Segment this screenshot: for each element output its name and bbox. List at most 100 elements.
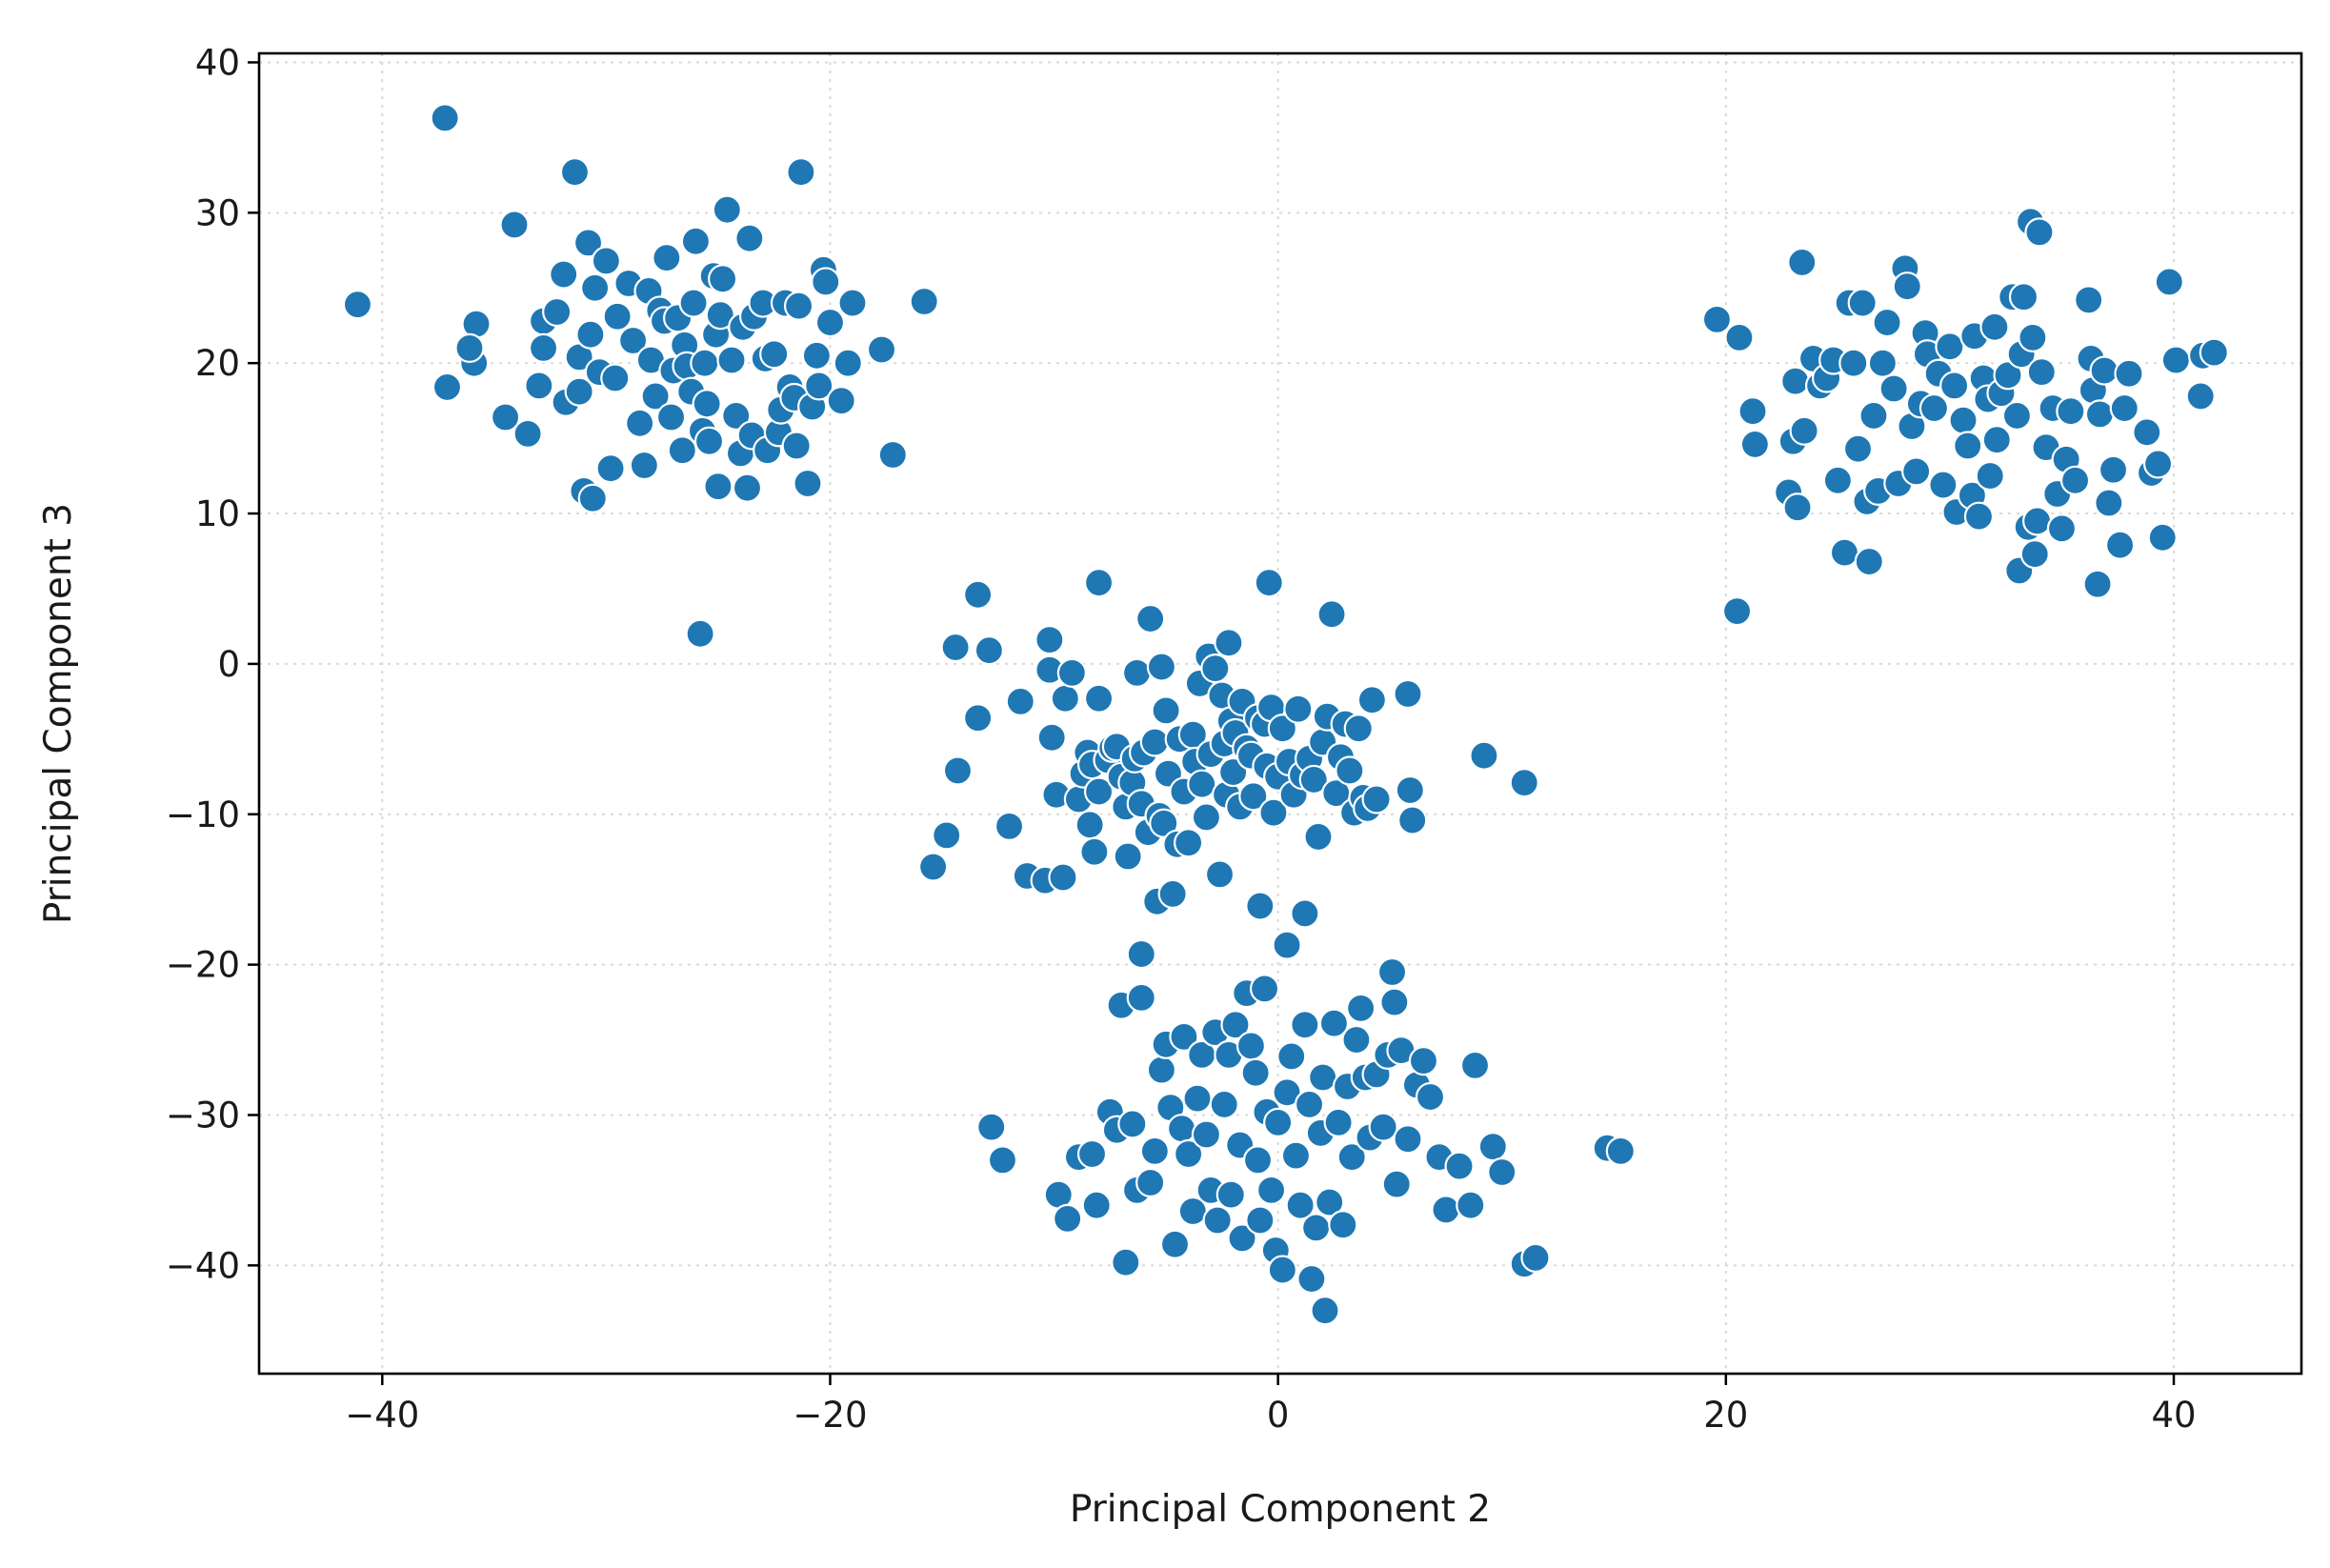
scatter-point [1166,1114,1197,1144]
scatter-point [703,472,733,502]
x-axis-label: Principal Component 2 [1070,1488,1491,1531]
data-points [342,103,2229,1326]
scatter-point [1083,776,1115,807]
scatter-point [524,371,554,401]
scatter-point [1323,1107,1354,1137]
scatter-point [652,243,682,273]
scatter-point [932,820,962,851]
scatter-point [2059,465,2091,495]
scatter-point [1381,1169,1412,1199]
scatter-point [877,439,908,471]
scatter-point [2082,569,2113,599]
scatter-point [1393,678,1423,710]
scatter-point [2046,513,2078,544]
scatter-point [1117,1109,1148,1139]
scatter-point [1034,625,1065,655]
scatter-point [1918,392,1950,424]
scatter-point [1724,322,1755,352]
scatter-point [1336,1142,1367,1173]
axis-ticks: −40 −20 0 20 40 −40 −30 −20 −10 0 10 20 30 40 [166,42,2197,1436]
scatter-point [1126,938,1156,970]
scatter-point [1146,1055,1177,1085]
scatter-point [1979,312,2010,342]
scatter-point [693,426,725,456]
scatter-point [667,435,697,466]
scatter-point [2021,506,2053,536]
scatter-point [811,267,841,297]
scatter-point [1739,429,1770,460]
scatter-point [963,703,994,734]
scatter-point [1376,956,1408,988]
scatter-point [1267,714,1297,744]
scatter-point [1444,1151,1475,1181]
scatter-point [602,301,633,332]
scatter-point [994,811,1025,841]
y-tick-label: −40 [166,1245,240,1286]
scatter-point [1301,1213,1332,1243]
scatter-point [783,291,814,321]
scatter-point [1294,1089,1325,1120]
scatter-point [1343,714,1374,744]
scatter-point [1174,1138,1204,1170]
scatter-point [564,376,594,407]
y-tick-label: 0 [217,644,240,685]
scatter-point [591,246,621,276]
scatter-point [1469,740,1499,771]
scatter-point [1948,405,1978,435]
scatter-point [1487,1156,1517,1188]
scatter-point [1076,1138,1108,1170]
scatter-point [1953,431,1983,461]
scatter-point [1254,568,1284,598]
scatter-point [804,371,834,401]
scatter-point [2018,322,2048,352]
scatter-point [1981,425,2012,455]
scatter-point [1285,1190,1316,1220]
y-tick-label: 10 [195,493,240,534]
scatter-point [716,345,747,375]
scatter-point [1431,1195,1461,1225]
scatter-point [1121,657,1153,688]
scatter-point [1187,769,1217,799]
scatter-point [1202,1205,1233,1236]
scatter-point [1838,348,1869,378]
scatter-point [793,468,823,499]
scatter-point [1701,304,1733,335]
scatter-point [1415,1081,1446,1113]
scatter-point [2185,381,2216,412]
scatter-point [1075,810,1105,840]
scatter-point [629,450,659,481]
scatter-point [1477,1132,1508,1162]
scatter-point [490,402,521,432]
scatter-point [1267,1255,1297,1285]
scatter-point [655,402,687,432]
scatter-point [2114,358,2144,389]
scatter-point [1787,247,1818,278]
scatter-point [1361,784,1392,814]
scatter-point [595,453,626,484]
scatter-point [692,389,722,419]
scatter-point [1721,596,1753,627]
scatter-point [1935,332,1965,362]
scatter-point [1737,396,1768,427]
scatter-point [1151,695,1181,726]
scatter-point [342,290,373,320]
scatter-point [1842,433,1874,464]
scatter-point [1174,828,1204,858]
scatter-point [2109,392,2139,424]
scatter-point [1157,878,1188,910]
scatter-point [1204,859,1235,890]
scatter-point [1005,686,1035,716]
scatter-point [499,210,530,240]
scatter-point [1135,1167,1166,1198]
scatter-point [1149,808,1179,838]
scatter-point [1408,1046,1439,1076]
scatter-point [1135,603,1166,634]
scatter-point [1139,727,1170,757]
scatter-point [1083,683,1115,714]
scatter-point [1139,1136,1170,1166]
scatter-point [1509,768,1539,798]
scatter-point [2160,345,2191,375]
scatter-point [1520,1242,1551,1274]
scatter-point [1975,460,2005,492]
scatter-point [2147,522,2178,553]
